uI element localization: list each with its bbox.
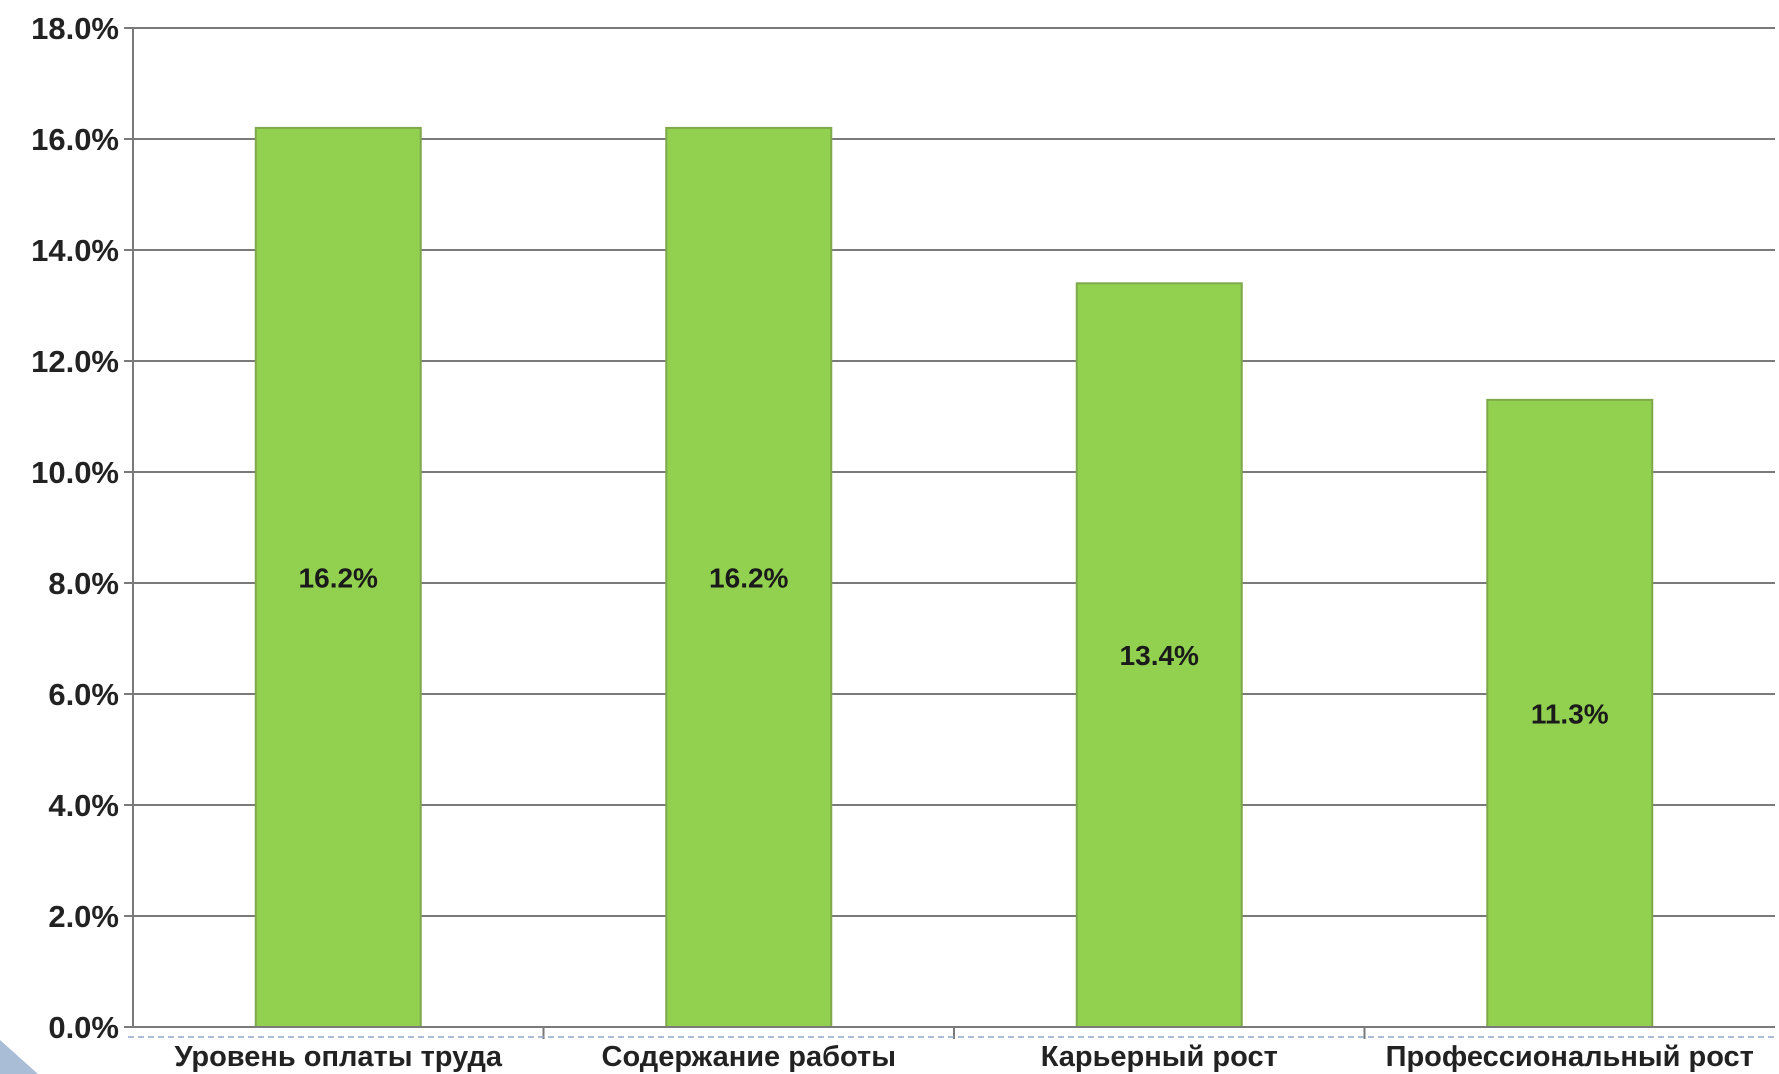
x-category-label: Профессиональный рост bbox=[1386, 1041, 1754, 1073]
x-category-labels: Уровень оплаты труда Содержание работы Кар… bbox=[174, 1041, 1753, 1073]
y-tick-label: 4.0% bbox=[48, 788, 119, 823]
y-tick-label: 0.0% bbox=[48, 1010, 119, 1045]
data-label: 13.4% bbox=[1120, 640, 1199, 671]
y-tick-label: 16.0% bbox=[31, 122, 119, 157]
y-tick-label: 12.0% bbox=[31, 344, 119, 379]
triangle-right-icon bbox=[0, 1040, 38, 1074]
y-tick-label: 8.0% bbox=[48, 566, 119, 601]
x-category-label: Уровень оплаты труда bbox=[174, 1041, 502, 1073]
data-label: 11.3% bbox=[1531, 698, 1609, 729]
data-label: 16.2% bbox=[299, 562, 378, 593]
y-tick-label: 14.0% bbox=[31, 233, 119, 268]
bar bbox=[254, 126, 422, 1028]
data-label: 16.2% bbox=[709, 562, 788, 593]
y-tick-label: 2.0% bbox=[48, 899, 119, 934]
axes bbox=[124, 27, 1775, 1039]
x-category-label: Карьерный рост bbox=[1041, 1041, 1278, 1073]
bars bbox=[254, 126, 1654, 1029]
y-tick-label: 6.0% bbox=[48, 677, 119, 712]
decorations bbox=[0, 1036, 1775, 1074]
data-labels: 16.2% 16.2% 13.4% 11.3% bbox=[299, 562, 1609, 729]
x-category-label: Содержание работы bbox=[602, 1041, 896, 1073]
y-tick-label: 18.0% bbox=[31, 11, 119, 46]
y-tick-label: 10.0% bbox=[31, 455, 119, 490]
y-tick-labels: 0.0% 2.0% 4.0% 6.0% 8.0% 10.0% 12.0% 14.0% 16.0%… bbox=[31, 11, 119, 1045]
